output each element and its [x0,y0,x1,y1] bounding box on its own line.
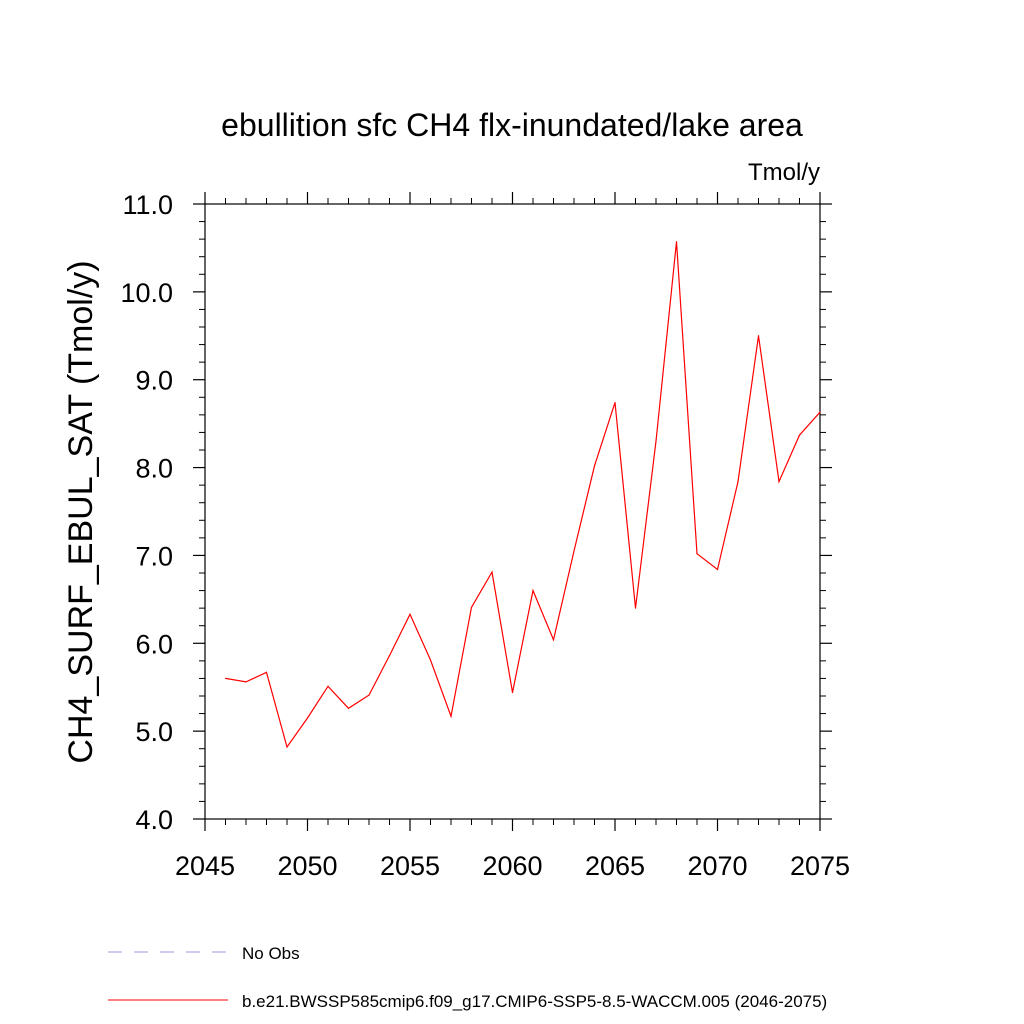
data-point [265,671,268,673]
series-layer [224,241,821,749]
data-point [552,639,555,641]
data-point [798,434,801,436]
y-axis-label: CH4_SURF_EBUL_SAT (Tmol/y) [62,260,100,763]
data-point [696,553,698,555]
data-point [491,571,493,573]
x-tick-label: 2070 [687,851,747,881]
data-point [819,411,821,413]
data-point [450,715,452,717]
data-point [470,606,473,608]
y-tick-label: 7.0 [135,541,173,571]
data-point [429,659,432,661]
y-tick-label: 11.0 [122,190,173,220]
y-tick-label: 5.0 [135,717,173,747]
y-tick-label: 8.0 [135,454,173,484]
data-point [327,685,329,687]
y-tick-label: 6.0 [135,629,173,659]
axis-ticks [193,192,832,831]
data-point [593,465,596,467]
chart-title: ebullition sfc CH4 flx-inundated/lake ar… [221,107,803,143]
data-point [655,440,657,442]
data-point [573,550,575,552]
x-tick-label: 2060 [482,851,542,881]
data-point [532,589,534,592]
data-point [224,677,227,680]
x-tick-label: 2075 [790,851,850,881]
y-tick-label: 9.0 [135,366,173,396]
data-point [245,681,247,683]
y-tick-label: 10.0 [120,278,173,308]
data-point [778,481,780,483]
data-point [347,707,350,709]
x-tick-label: 2050 [277,851,337,881]
data-point [716,568,719,571]
x-tick-label: 2055 [380,851,440,881]
x-tick-label: 2065 [585,851,645,881]
y-tick-label: 4.0 [135,805,173,835]
units-label: Tmol/y [748,159,820,186]
data-point [614,401,616,404]
tick-labels: 2045 2050 2055 2060 2065 2070 2075 4.0 5.0 6.0 7.0… [120,190,850,881]
data-point [306,717,309,719]
data-point [737,481,739,483]
data-point [675,241,678,243]
data-point [286,746,288,748]
legend-label: No Obs [242,944,300,963]
data-point [757,335,760,337]
data-point [634,607,637,609]
data-point [409,613,411,615]
legend-label: b.e21.BWSSP585cmip6.f09_g17.CMIP6-SSP5-8… [242,992,827,1011]
series-line [225,241,821,749]
data-point [511,691,514,694]
x-tick-label: 2045 [175,851,235,881]
legend: No Obs b.e21.BWSSP585cmip6.f09_g17.CMIP6-… [108,944,827,1011]
data-point [368,694,370,696]
plot-frame [204,203,821,820]
data-point [388,654,391,657]
